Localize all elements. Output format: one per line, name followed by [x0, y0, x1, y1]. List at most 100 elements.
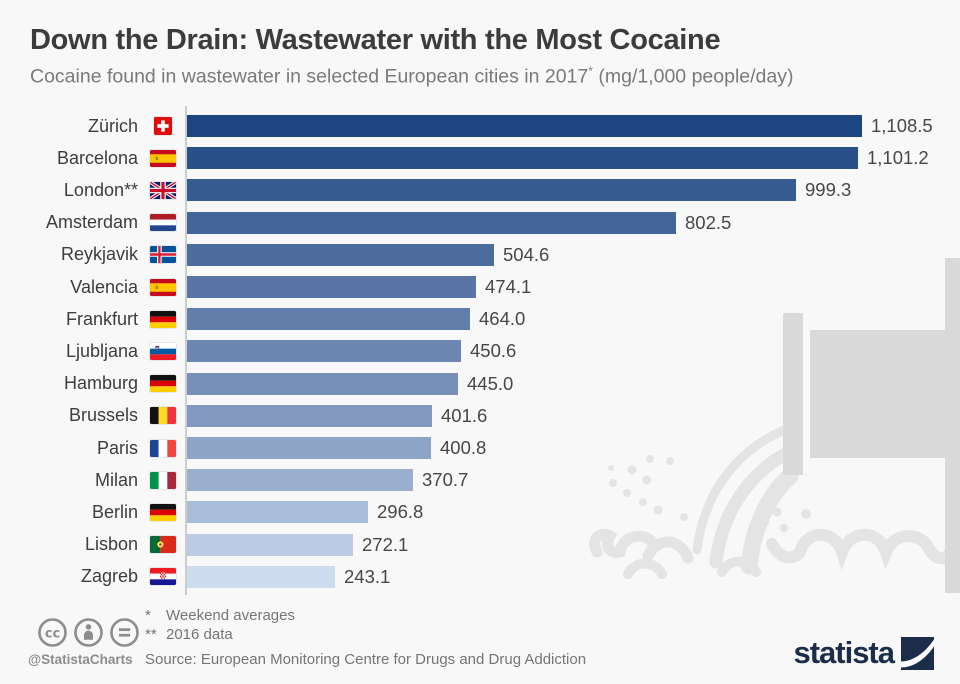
value-label: 464.0: [479, 308, 526, 330]
statista-charts-handle[interactable]: @StatistaCharts: [28, 652, 133, 667]
city-label: Reykjavik: [60, 244, 138, 265]
axis-baseline: [185, 106, 187, 595]
value-label: 445.0: [467, 372, 514, 394]
license-icons: cc: [28, 617, 140, 648]
value-bar: [187, 179, 796, 202]
footnotes: * Weekend averages ** 2016 data Source: …: [145, 606, 586, 669]
flag-slovenia-icon: [138, 342, 187, 360]
value-bar: [187, 308, 470, 331]
statista-wordmark: statista: [793, 635, 895, 670]
value-bar: [187, 533, 353, 556]
subtitle-text: Cocaine found in wastewater in selected …: [30, 65, 589, 88]
source-line: Source: European Monitoring Centre for D…: [145, 651, 587, 668]
bar-chart: Zürich 1,108.5 Barcelona 1,101.2 London** 999…: [0, 110, 960, 594]
chart-row: Hamburg 445.0: [0, 368, 960, 400]
value-bar: [187, 115, 862, 138]
value-label: 243.1: [344, 565, 391, 587]
svg-text:cc: cc: [45, 626, 60, 641]
value-bar: [187, 243, 494, 266]
chart-row: Frankfurt 464.0: [0, 303, 960, 335]
chart-row: Barcelona 1,101.2: [0, 142, 960, 174]
city-label: Zagreb: [80, 566, 138, 587]
chart-row: Valencia 474.1: [0, 271, 960, 303]
chart-title: Down the Drain: Wastewater with the Most…: [30, 24, 721, 56]
city-label: Berlin: [91, 501, 138, 522]
city-label: Milan: [94, 469, 138, 490]
chart-subtitle: Cocaine found in wastewater in selected …: [30, 64, 930, 89]
value-label: 370.7: [422, 469, 469, 491]
footnote-2: ** 2016 data: [145, 625, 586, 644]
footnote-1-text: Weekend averages: [166, 607, 295, 624]
flag-germany-icon: [138, 310, 187, 328]
city-label: Paris: [96, 437, 138, 458]
value-label: 401.6: [441, 404, 488, 426]
value-label: 450.6: [470, 340, 517, 362]
value-label: 474.1: [485, 276, 532, 298]
city-label: Brussels: [68, 405, 138, 426]
city-label: London**: [63, 179, 138, 200]
subtitle-unit: (mg/1,000 people/day): [592, 65, 794, 88]
value-bar: [187, 469, 413, 492]
chart-row: London** 999.3: [0, 174, 960, 206]
flag-germany-icon: [138, 375, 187, 393]
value-label: 296.8: [377, 501, 424, 523]
value-label: 272.1: [362, 533, 409, 555]
flag-iceland-icon: [138, 246, 187, 264]
subtitle-asterisk: *: [588, 64, 593, 78]
drain-pipe-water-icon: [589, 258, 960, 593]
statista-logo[interactable]: statista: [793, 635, 934, 671]
value-bar: [187, 404, 432, 427]
value-bar: [187, 147, 858, 170]
attribution-person-icon[interactable]: [73, 617, 104, 648]
chart-header: Down the Drain: Wastewater with the Most…: [30, 24, 930, 89]
value-bar: [187, 565, 335, 588]
flag-france-icon: [138, 439, 187, 457]
value-bar: [187, 501, 368, 524]
equals-icon[interactable]: [109, 617, 140, 648]
footnote-2-marker: **: [145, 626, 157, 643]
chart-row: Zagreb 243.1: [0, 561, 960, 593]
flag-italy-icon: [138, 471, 187, 489]
footnote-1: * Weekend averages: [145, 606, 586, 625]
statista-mark-icon: [901, 636, 934, 670]
value-bar: [187, 276, 476, 299]
value-bar: [187, 211, 676, 234]
license-block: cc @StatistaCharts: [28, 617, 140, 667]
city-label: Lisbon: [84, 534, 138, 555]
chart-row: Amsterdam 802.5: [0, 207, 960, 239]
chart-row: Brussels 401.6: [0, 400, 960, 432]
flag-spain-icon: [138, 149, 187, 167]
flag-croatia-icon: [138, 568, 187, 586]
chart-row: Lisbon 272.1: [0, 529, 960, 561]
footnote-2-text: 2016 data: [166, 626, 233, 643]
flag-spain-icon: [138, 278, 187, 296]
flag-netherlands-icon: [138, 214, 187, 232]
value-label: 400.8: [440, 437, 487, 459]
chart-row: Zürich 1,108.5: [0, 110, 960, 142]
value-bar: [187, 372, 458, 395]
chart-row: Reykjavik 504.6: [0, 239, 960, 271]
flag-switzerland-icon: [138, 117, 187, 136]
city-label: Valencia: [70, 276, 138, 297]
cc-icon[interactable]: cc: [37, 617, 68, 648]
flag-portugal-icon: [138, 536, 187, 554]
flag-uk-icon: [138, 181, 187, 199]
chart-row: Milan 370.7: [0, 464, 960, 496]
value-bar: [187, 340, 461, 363]
city-label: Frankfurt: [65, 308, 138, 329]
value-label: 1,101.2: [867, 147, 929, 169]
value-label: 999.3: [805, 179, 852, 201]
city-label: Hamburg: [63, 373, 138, 394]
chart-row: Ljubljana 450.6: [0, 335, 960, 367]
flag-germany-icon: [138, 503, 187, 521]
chart-row: Berlin 296.8: [0, 496, 960, 528]
value-label: 802.5: [685, 211, 732, 233]
chart-row: Paris 400.8: [0, 432, 960, 464]
flag-belgium-icon: [138, 407, 187, 425]
footnote-1-marker: *: [145, 607, 151, 624]
city-label: Zürich: [87, 115, 138, 136]
city-label: Barcelona: [56, 147, 138, 168]
city-label: Ljubljana: [65, 340, 138, 361]
city-label: Amsterdam: [45, 212, 138, 233]
